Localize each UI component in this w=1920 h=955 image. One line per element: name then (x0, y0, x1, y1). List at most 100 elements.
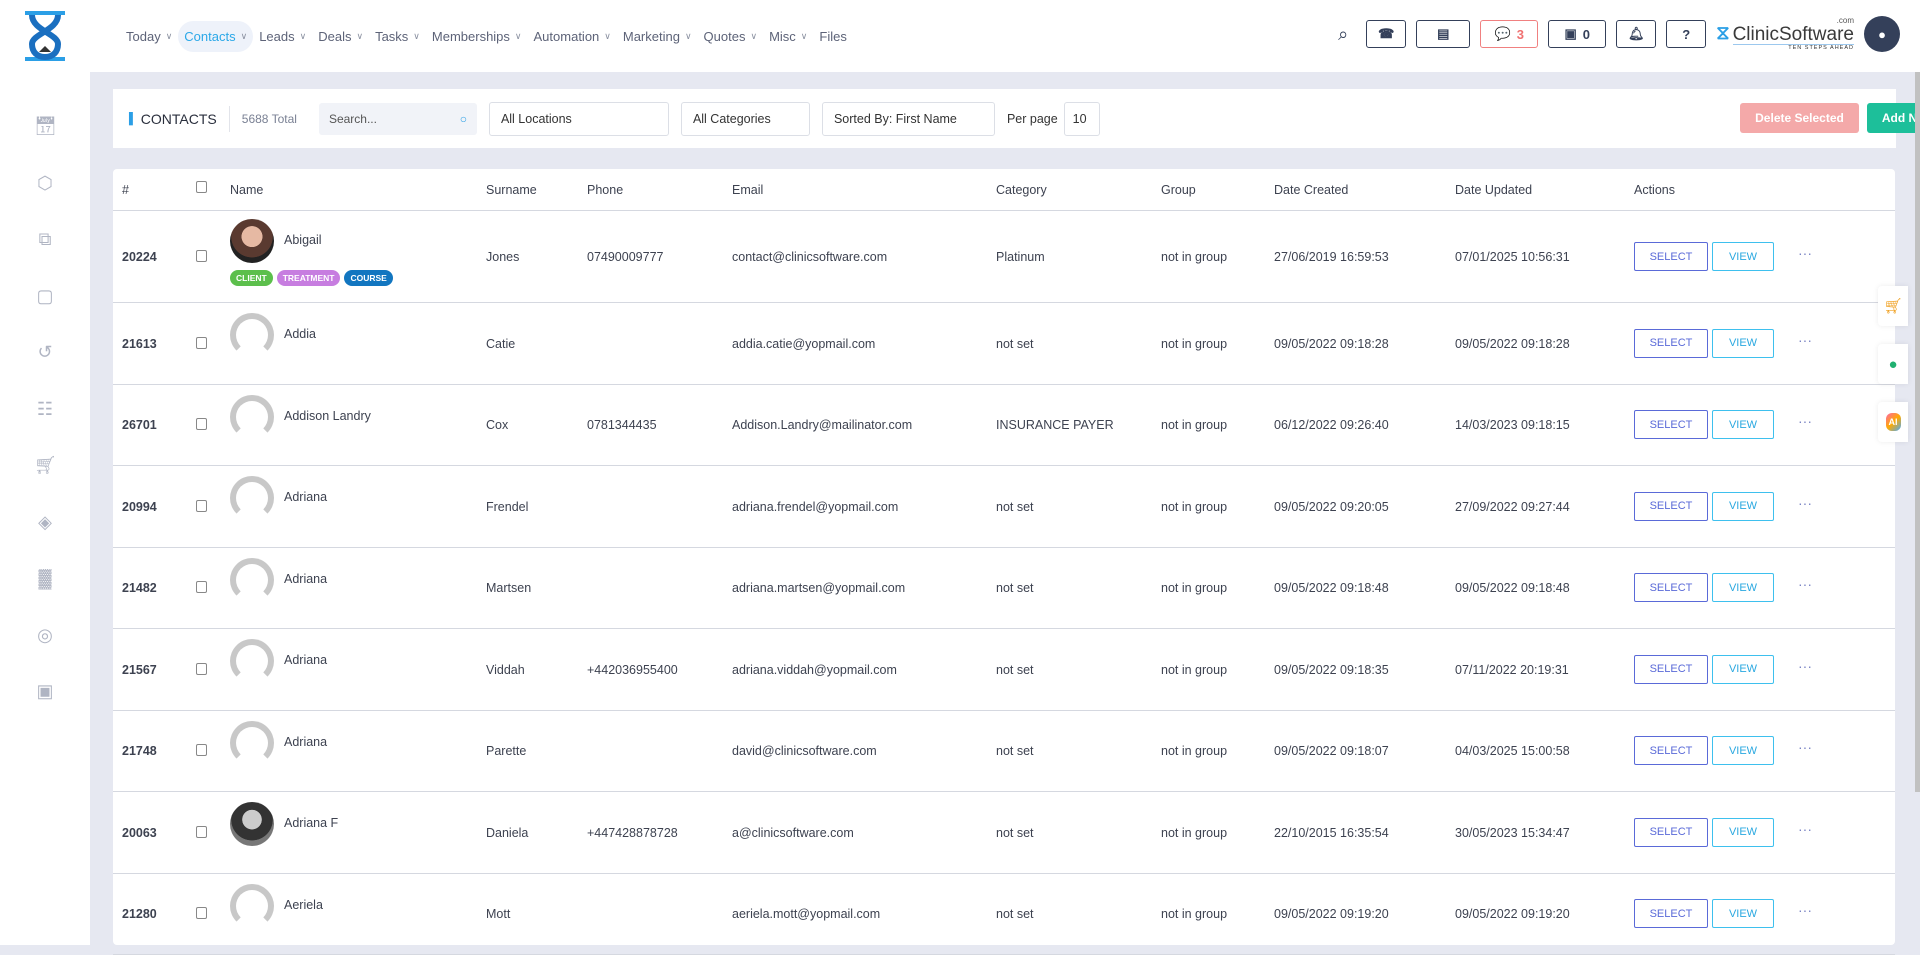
row-checkbox[interactable] (196, 826, 207, 838)
whatsapp-float-button[interactable]: ● (1878, 344, 1908, 384)
view-button[interactable]: VIEW (1712, 329, 1774, 358)
inbox-button[interactable]: ▤ (1416, 20, 1470, 48)
view-button[interactable]: VIEW (1712, 899, 1774, 928)
box-icon[interactable]: ⬡ (34, 172, 56, 194)
more-actions-icon[interactable]: ··· (1798, 821, 1812, 837)
nav-misc[interactable]: Misc∨ (763, 21, 813, 52)
nav-today[interactable]: Today∨ (120, 21, 178, 52)
col-email[interactable]: Email (732, 183, 763, 197)
brand-logo[interactable]: ⧖ .com ClinicSoftware TEN STEPS AHEAD (1716, 17, 1854, 52)
category-select[interactable]: All Categories (681, 102, 810, 136)
contact-name[interactable]: Adriana (284, 572, 327, 586)
select-button[interactable]: SELECT (1634, 655, 1708, 684)
location-select[interactable]: All Locations (489, 102, 669, 136)
row-checkbox[interactable] (196, 250, 207, 262)
col-name[interactable]: Name (230, 183, 263, 197)
help-button[interactable]: ? (1666, 20, 1706, 48)
delete-selected-button[interactable]: Delete Selected (1740, 103, 1859, 133)
contact-name[interactable]: Adriana (284, 490, 327, 504)
contact-name[interactable]: Adriana (284, 735, 327, 749)
more-actions-icon[interactable]: ··· (1798, 658, 1812, 674)
more-actions-icon[interactable]: ··· (1798, 245, 1812, 261)
row-checkbox[interactable] (196, 418, 207, 430)
row-checkbox[interactable] (196, 581, 207, 593)
select-all-checkbox[interactable] (196, 181, 207, 193)
view-button[interactable]: VIEW (1712, 736, 1774, 765)
per-page-input[interactable]: 10 (1064, 102, 1100, 136)
col-group[interactable]: Group (1161, 183, 1196, 197)
nav-files[interactable]: Files (813, 21, 852, 52)
row-checkbox[interactable] (196, 337, 207, 349)
row-checkbox[interactable] (196, 907, 207, 919)
contact-name[interactable]: Adriana (284, 653, 327, 667)
gift-icon[interactable]: ☷ (34, 398, 56, 420)
user-avatar[interactable]: ● (1864, 16, 1900, 52)
nav-tasks[interactable]: Tasks∨ (369, 21, 426, 52)
row-checkbox[interactable] (196, 500, 207, 512)
ai-float-button[interactable]: AI (1878, 402, 1908, 442)
contact-name[interactable]: Addia (284, 327, 316, 341)
select-button[interactable]: SELECT (1634, 818, 1708, 847)
nav-leads[interactable]: Leads∨ (253, 21, 312, 52)
tag-icon[interactable]: ◈ (34, 511, 56, 533)
more-actions-icon[interactable]: ··· (1798, 495, 1812, 511)
view-button[interactable]: VIEW (1712, 492, 1774, 521)
nav-contacts[interactable]: Contacts∨ (178, 21, 253, 52)
col-phone[interactable]: Phone (587, 183, 623, 197)
select-button[interactable]: SELECT (1634, 492, 1708, 521)
col-category[interactable]: Category (996, 183, 1047, 197)
view-button[interactable]: VIEW (1712, 655, 1774, 684)
more-actions-icon[interactable]: ··· (1798, 739, 1812, 755)
view-button[interactable]: VIEW (1712, 818, 1774, 847)
search-input[interactable]: Search...○ (319, 103, 477, 135)
phone-button[interactable]: ☎ (1366, 20, 1406, 48)
nav-label: Misc (769, 29, 796, 44)
contact-name[interactable]: Adriana F (284, 816, 338, 830)
more-actions-icon[interactable]: ··· (1798, 576, 1812, 592)
store-button[interactable]: ▣0 (1548, 20, 1606, 48)
contact-name[interactable]: Aeriela (284, 898, 323, 912)
contact-name[interactable]: Abigail (284, 233, 322, 247)
select-button[interactable]: SELECT (1634, 899, 1708, 928)
more-actions-icon[interactable]: ··· (1798, 902, 1812, 918)
select-button[interactable]: SELECT (1634, 410, 1708, 439)
lock-icon[interactable]: ▣ (34, 680, 56, 702)
contact-name[interactable]: Addison Landry (284, 409, 371, 423)
more-actions-icon[interactable]: ··· (1798, 413, 1812, 429)
app-logo[interactable] (0, 10, 90, 62)
view-button[interactable]: VIEW (1712, 573, 1774, 602)
history-icon[interactable]: ↺ (34, 341, 56, 363)
copy-icon[interactable]: ⧉ (34, 228, 56, 250)
page-scrollbar[interactable] (1915, 72, 1920, 792)
row-checkbox[interactable] (196, 663, 207, 675)
user-circle-icon[interactable]: ◎ (34, 624, 56, 646)
col-date-created[interactable]: Date Created (1274, 183, 1348, 197)
report-icon[interactable]: ▓ (34, 567, 56, 589)
chat-button[interactable]: 💬3 (1480, 20, 1538, 48)
more-actions-icon[interactable]: ··· (1798, 332, 1812, 348)
cart-float-button[interactable]: 🛒︎ (1878, 286, 1908, 326)
col-surname[interactable]: Surname (486, 183, 537, 197)
select-button[interactable]: SELECT (1634, 329, 1708, 358)
search-icon[interactable]: ⌕ (1338, 24, 1348, 45)
contact-id: 21748 (122, 744, 157, 758)
nav-memberships[interactable]: Memberships∨ (426, 21, 528, 52)
nav-quotes[interactable]: Quotes∨ (698, 21, 764, 52)
select-button[interactable]: SELECT (1634, 736, 1708, 765)
nav-deals[interactable]: Deals∨ (312, 21, 369, 52)
cart-icon[interactable]: 🛒︎ (34, 454, 56, 476)
view-button[interactable]: VIEW (1712, 242, 1774, 271)
nav-marketing[interactable]: Marketing∨ (617, 21, 698, 52)
col-date-updated[interactable]: Date Updated (1455, 183, 1532, 197)
calendar-icon[interactable]: 📅︎ (34, 115, 56, 137)
add-new-button[interactable]: Add New (1867, 103, 1920, 133)
view-button[interactable]: VIEW (1712, 410, 1774, 439)
sort-select[interactable]: Sorted By: First Name (822, 102, 995, 136)
contact-email: addia.catie@yopmail.com (732, 337, 875, 351)
basket-icon[interactable]: ▢ (34, 285, 56, 307)
select-button[interactable]: SELECT (1634, 242, 1708, 271)
notifications-button[interactable]: 🔔︎ (1616, 20, 1656, 48)
select-button[interactable]: SELECT (1634, 573, 1708, 602)
row-checkbox[interactable] (196, 744, 207, 756)
nav-automation[interactable]: Automation∨ (528, 21, 617, 52)
